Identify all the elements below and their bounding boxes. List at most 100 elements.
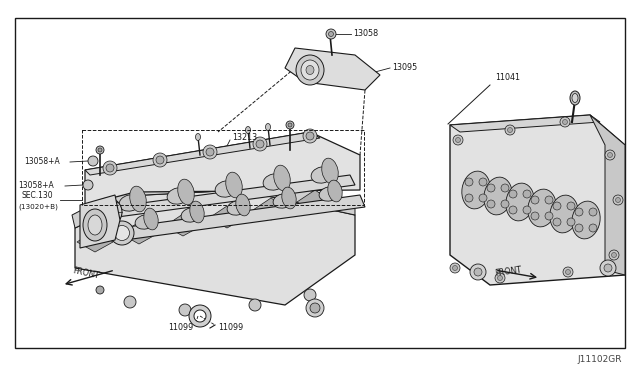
Circle shape [509, 206, 517, 214]
Text: 13213: 13213 [232, 134, 257, 142]
Ellipse shape [506, 183, 534, 221]
Bar [82, 130, 364, 205]
Circle shape [531, 212, 539, 220]
Text: 13058+A: 13058+A [18, 182, 54, 190]
Polygon shape [85, 132, 360, 205]
Text: 13095: 13095 [392, 62, 417, 71]
Ellipse shape [99, 203, 117, 221]
Ellipse shape [306, 65, 314, 74]
Ellipse shape [274, 165, 291, 191]
Polygon shape [80, 195, 120, 248]
Text: FRONT: FRONT [72, 266, 100, 280]
Circle shape [487, 184, 495, 192]
Polygon shape [77, 230, 113, 252]
Ellipse shape [550, 195, 578, 233]
Circle shape [495, 273, 505, 283]
Polygon shape [209, 206, 245, 228]
Circle shape [304, 289, 316, 301]
Polygon shape [450, 115, 625, 285]
Circle shape [249, 299, 261, 311]
Ellipse shape [263, 174, 285, 190]
Circle shape [453, 135, 463, 145]
Circle shape [616, 198, 621, 202]
Bar [15, 18, 625, 348]
Ellipse shape [266, 124, 271, 131]
Circle shape [545, 196, 553, 204]
Text: FRONT: FRONT [494, 266, 522, 278]
Circle shape [83, 180, 93, 190]
Circle shape [465, 194, 473, 202]
Circle shape [479, 194, 487, 202]
Ellipse shape [115, 225, 129, 241]
Circle shape [611, 253, 616, 257]
Polygon shape [121, 222, 157, 244]
Ellipse shape [572, 93, 578, 103]
Ellipse shape [130, 186, 147, 212]
Ellipse shape [135, 215, 155, 229]
Circle shape [589, 208, 597, 216]
Ellipse shape [98, 148, 102, 152]
Circle shape [179, 304, 191, 316]
Ellipse shape [96, 146, 104, 154]
Circle shape [545, 212, 553, 220]
Circle shape [306, 299, 324, 317]
Polygon shape [120, 195, 365, 240]
Ellipse shape [462, 171, 490, 209]
Circle shape [497, 276, 502, 280]
Polygon shape [75, 190, 355, 305]
Ellipse shape [226, 172, 243, 198]
Polygon shape [590, 115, 625, 275]
Ellipse shape [528, 189, 556, 227]
Ellipse shape [236, 194, 250, 216]
Ellipse shape [282, 187, 296, 209]
Ellipse shape [83, 209, 107, 241]
Ellipse shape [144, 208, 158, 230]
Text: 11041: 11041 [495, 74, 520, 83]
Circle shape [600, 260, 616, 276]
Circle shape [523, 190, 531, 198]
Circle shape [456, 138, 461, 142]
Circle shape [203, 145, 217, 159]
Circle shape [567, 202, 575, 210]
Ellipse shape [286, 121, 294, 129]
Circle shape [96, 286, 104, 294]
Circle shape [575, 224, 583, 232]
Circle shape [328, 32, 333, 36]
Circle shape [566, 269, 570, 275]
Circle shape [501, 200, 509, 208]
Text: 11099: 11099 [218, 323, 243, 331]
Circle shape [450, 263, 460, 273]
Circle shape [465, 178, 473, 186]
Circle shape [306, 132, 314, 140]
Circle shape [479, 178, 487, 186]
Polygon shape [450, 115, 600, 132]
Text: 11099: 11099 [168, 324, 193, 333]
Polygon shape [285, 48, 380, 90]
Ellipse shape [110, 221, 134, 245]
Circle shape [589, 224, 597, 232]
Circle shape [609, 250, 619, 260]
Ellipse shape [296, 55, 324, 85]
Circle shape [470, 264, 486, 280]
Circle shape [509, 190, 517, 198]
Circle shape [531, 196, 539, 204]
Ellipse shape [178, 179, 195, 205]
Ellipse shape [328, 180, 342, 202]
Ellipse shape [94, 198, 122, 226]
Circle shape [560, 117, 570, 127]
Circle shape [563, 119, 568, 125]
Circle shape [487, 200, 495, 208]
Circle shape [523, 206, 531, 214]
Ellipse shape [301, 60, 319, 80]
Circle shape [452, 266, 458, 270]
Circle shape [563, 267, 573, 277]
Circle shape [567, 218, 575, 226]
Circle shape [613, 195, 623, 205]
Ellipse shape [273, 194, 293, 208]
Ellipse shape [195, 134, 200, 141]
Ellipse shape [288, 123, 292, 127]
Polygon shape [297, 190, 333, 212]
Circle shape [303, 129, 317, 143]
Circle shape [103, 161, 117, 175]
Circle shape [326, 29, 336, 39]
